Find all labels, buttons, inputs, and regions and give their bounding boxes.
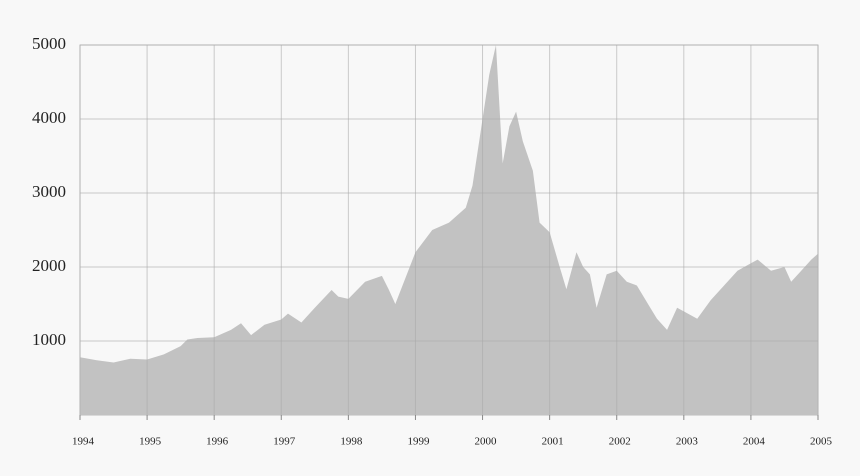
y-tick-label: 1000 bbox=[32, 330, 66, 349]
x-tick-label: 2005 bbox=[810, 436, 833, 448]
x-tick-label: 1995 bbox=[139, 436, 162, 448]
x-tick-label: 2000 bbox=[475, 436, 498, 448]
x-tick-label: 1996 bbox=[206, 436, 229, 448]
x-tick-label: 1994 bbox=[72, 436, 95, 448]
x-tick-label: 2003 bbox=[676, 436, 699, 448]
y-tick-label: 4000 bbox=[32, 108, 66, 127]
y-tick-label: 5000 bbox=[32, 34, 66, 53]
y-tick-label: 2000 bbox=[32, 256, 66, 275]
x-tick-label: 1997 bbox=[273, 436, 296, 448]
x-tick-label: 2002 bbox=[609, 436, 631, 448]
y-tick-label: 3000 bbox=[32, 182, 66, 201]
x-tick-label: 1999 bbox=[407, 436, 430, 448]
x-tick-label: 1998 bbox=[340, 436, 363, 448]
x-tick-label: 2004 bbox=[743, 436, 766, 448]
area bbox=[80, 45, 818, 415]
x-tick-label: 2001 bbox=[542, 436, 564, 448]
